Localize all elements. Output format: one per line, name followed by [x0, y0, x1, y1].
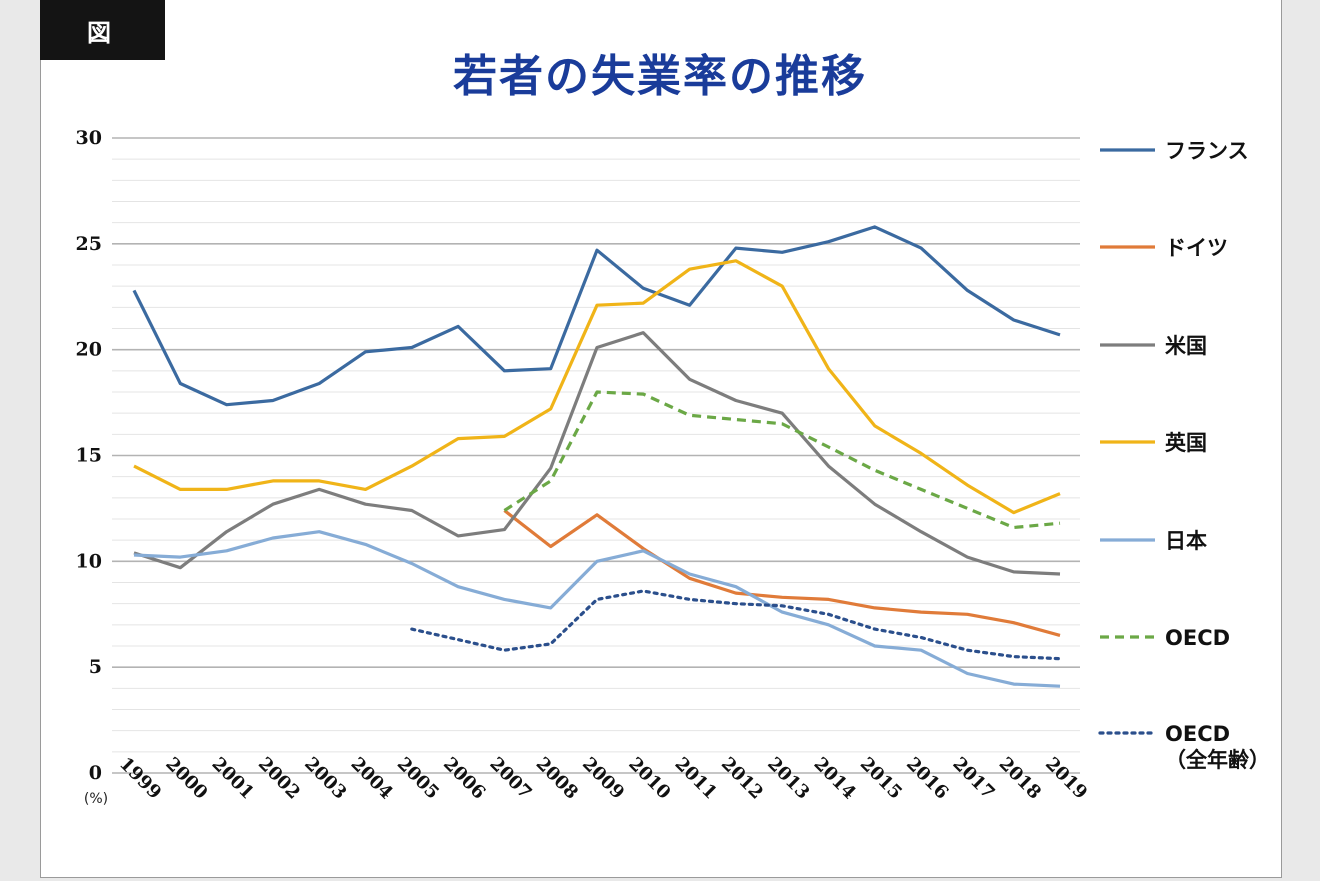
x-tick-label: 2017 — [948, 753, 998, 803]
grid-lines — [112, 137, 1080, 774]
y-tick-label: 25 — [76, 233, 102, 255]
y-tick-label: 10 — [76, 550, 102, 572]
x-tick-label: 2016 — [902, 753, 952, 803]
y-tick-label: 30 — [76, 127, 102, 149]
figure-tag: 図 — [40, 0, 165, 60]
y-unit-label: (%) — [84, 791, 108, 807]
x-tick-label: 2019 — [1041, 753, 1091, 803]
series-line — [410, 589, 1062, 661]
series-line — [133, 259, 1061, 515]
legend-label: （全年齢） — [1165, 748, 1270, 772]
legend-label: 英国 — [1165, 431, 1207, 455]
x-tick-label: 2015 — [856, 753, 906, 803]
x-tick-label: 2004 — [347, 753, 397, 803]
series-line — [133, 530, 1061, 688]
series-lines — [132, 225, 1062, 688]
x-tick-label: 2018 — [995, 753, 1045, 803]
x-tick-label: 2007 — [485, 753, 535, 803]
x-tick-label: 2010 — [624, 753, 674, 803]
y-tick-label: 15 — [76, 445, 102, 467]
x-tick-label: 2005 — [393, 753, 443, 803]
chart-title: 若者の失業率の推移 — [453, 51, 867, 102]
y-tick-label: 5 — [89, 656, 102, 678]
legend-label: OECD — [1165, 722, 1230, 746]
legend-label: 米国 — [1165, 334, 1207, 358]
x-tick-label: 2013 — [763, 753, 813, 803]
x-tick-label: 2006 — [439, 753, 489, 803]
x-tick-label: 2014 — [810, 753, 860, 803]
figure-frame — [40, 0, 1282, 878]
legend-label: 日本 — [1165, 529, 1207, 553]
series-line — [132, 225, 1061, 407]
x-tick-label: 2011 — [671, 753, 721, 803]
series-line — [133, 331, 1061, 576]
x-tick-label: 2012 — [717, 753, 767, 803]
x-tick-label: 2002 — [254, 753, 304, 803]
series-line — [503, 509, 1061, 637]
x-tick-label: 1999 — [115, 753, 165, 803]
x-tick-label: 2000 — [161, 753, 211, 803]
x-tick-label: 2001 — [208, 753, 258, 803]
series-line — [503, 390, 1061, 530]
x-tick-label: 2009 — [578, 753, 628, 803]
x-tick-label: 2008 — [532, 753, 582, 803]
legend-label: OECD — [1165, 626, 1230, 650]
x-tick-label: 2003 — [300, 753, 350, 803]
y-tick-label: 0 — [89, 762, 102, 784]
legend-label: ドイツ — [1165, 236, 1228, 260]
y-tick-label: 20 — [76, 339, 102, 361]
legend-label: フランス — [1165, 139, 1249, 163]
